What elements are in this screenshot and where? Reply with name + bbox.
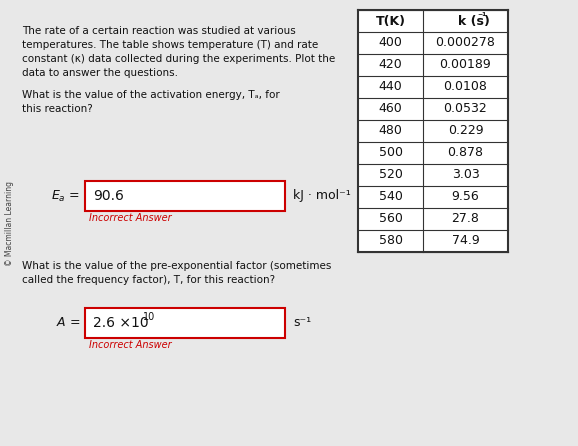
Text: 540: 540 xyxy=(379,190,402,203)
Text: called the frequency factor), Τ, for this reaction?: called the frequency factor), Τ, for thi… xyxy=(22,275,275,285)
Text: What is the value of the activation energy, Τₐ, for: What is the value of the activation ener… xyxy=(22,90,280,100)
Text: 0.0532: 0.0532 xyxy=(444,103,487,116)
Text: 27.8: 27.8 xyxy=(451,212,479,226)
Text: k (s: k (s xyxy=(458,15,483,28)
Text: Incorrect Answer: Incorrect Answer xyxy=(89,213,172,223)
FancyBboxPatch shape xyxy=(85,181,285,211)
Text: 440: 440 xyxy=(379,80,402,94)
FancyBboxPatch shape xyxy=(85,308,285,338)
Text: 580: 580 xyxy=(379,235,402,248)
Text: 90.6: 90.6 xyxy=(93,189,124,203)
Text: kJ · mol⁻¹: kJ · mol⁻¹ xyxy=(293,190,351,202)
Text: ): ) xyxy=(484,15,490,28)
Text: 2.6 ×10: 2.6 ×10 xyxy=(93,316,149,330)
Text: constant (κ) data collected during the experiments. Plot the: constant (κ) data collected during the e… xyxy=(22,54,335,64)
Text: The rate of a certain reaction was studied at various: The rate of a certain reaction was studi… xyxy=(22,26,296,36)
Text: What is the value of the pre-exponential factor (sometimes: What is the value of the pre-exponential… xyxy=(22,261,331,271)
Text: 0.0108: 0.0108 xyxy=(443,80,487,94)
Text: 74.9: 74.9 xyxy=(451,235,479,248)
Text: 0.000278: 0.000278 xyxy=(436,37,495,50)
Text: 520: 520 xyxy=(379,169,402,182)
Text: 500: 500 xyxy=(379,146,402,160)
Text: 9.56: 9.56 xyxy=(451,190,479,203)
Text: © Macmillan Learning: © Macmillan Learning xyxy=(6,181,14,265)
FancyBboxPatch shape xyxy=(358,10,508,252)
Text: 0.00189: 0.00189 xyxy=(440,58,491,71)
Text: this reaction?: this reaction? xyxy=(22,104,92,114)
Text: ⁻¹: ⁻¹ xyxy=(477,12,487,22)
Text: 560: 560 xyxy=(379,212,402,226)
Text: 480: 480 xyxy=(379,124,402,137)
Text: Incorrect Answer: Incorrect Answer xyxy=(89,340,172,350)
FancyBboxPatch shape xyxy=(358,10,508,32)
Text: 0.878: 0.878 xyxy=(447,146,484,160)
Text: 10: 10 xyxy=(143,312,155,322)
Text: s⁻¹: s⁻¹ xyxy=(293,317,311,330)
Text: 3.03: 3.03 xyxy=(451,169,479,182)
Text: 400: 400 xyxy=(379,37,402,50)
Text: data to answer the questions.: data to answer the questions. xyxy=(22,68,178,78)
Text: 0.229: 0.229 xyxy=(448,124,483,137)
Text: temperatures. The table shows temperature (Τ) and rate: temperatures. The table shows temperatur… xyxy=(22,40,318,50)
Text: T(K): T(K) xyxy=(376,15,406,28)
Text: $E_a$ =: $E_a$ = xyxy=(51,189,80,203)
Text: 460: 460 xyxy=(379,103,402,116)
Text: $A$ =: $A$ = xyxy=(55,317,80,330)
Text: 420: 420 xyxy=(379,58,402,71)
